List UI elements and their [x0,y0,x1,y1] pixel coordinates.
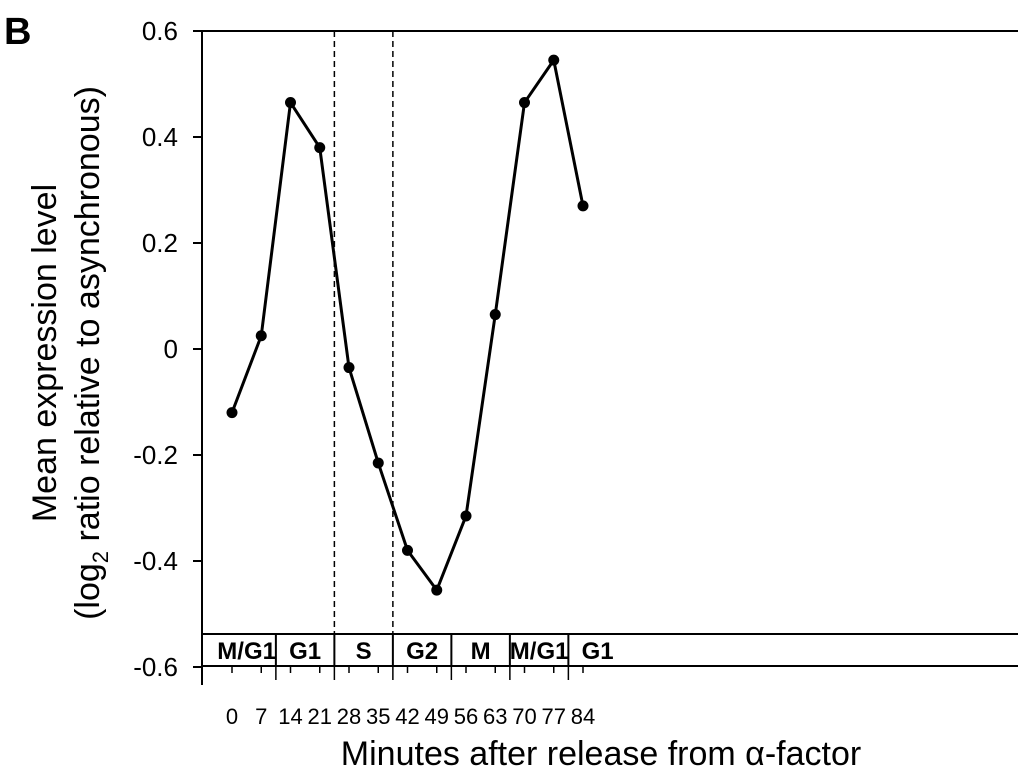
series-line [226,54,589,596]
x-tick-label: 70 [512,704,536,729]
y-tick-label: -0.4 [133,546,178,576]
y-axis: 0.6 0.4 0.2 0 -0.2 -0.4 -0.6 [133,16,202,682]
phase-label: G2 [406,638,438,665]
phase-label: M [471,638,491,665]
y-axis-label-text1: Mean expression level [26,184,64,522]
data-point [314,142,326,154]
y-axis-label-prefix: (log [69,563,107,620]
y-tick-label: -0.6 [133,652,178,682]
x-tick-label: 84 [571,704,595,729]
data-point [402,544,413,556]
phase-bar: M/G1 G1 S G2 M M/G1 G1 [202,633,1018,667]
x-tick-label: 35 [366,704,390,729]
x-tick-label: 28 [337,704,361,729]
x-tick-label: 21 [308,704,332,729]
y-axis-label-suffix: ratio relative to asynchronous) [69,86,107,551]
data-point [460,510,472,522]
y-tick-label: 0 [164,334,178,364]
y-tick-label: 0.6 [142,16,178,46]
x-tick-label: 63 [483,704,507,729]
x-tick-label: 7 [255,704,267,729]
data-point [343,362,355,374]
data-point [548,54,560,66]
x-tick-label: 49 [425,704,449,729]
data-point [285,97,296,109]
x-tick-label: 77 [542,704,566,729]
phase-label: G1 [582,638,614,665]
plot-frame [201,30,1018,685]
x-tick-label: 56 [454,704,478,729]
y-tick-label: 0.4 [142,122,178,152]
x-axis-label: Minutes after release from α-factor [341,735,861,773]
data-point [372,457,384,469]
x-axis: 0 7 14 21 28 35 42 49 56 63 70 77 84 [226,666,595,729]
panel-label: B [4,11,31,53]
data-point [489,309,501,321]
data-point [431,584,443,596]
series-polyline [230,58,585,592]
x-tick-label: 14 [278,704,302,729]
phase-label: M/G1 [217,638,276,665]
y-tick-label: -0.2 [133,440,178,470]
y-axis-label-line2: (log2 ratio relative to asynchronous) [69,86,113,620]
y-axis-label-text2: (log2 ratio relative to asynchronous) [69,86,113,620]
data-point [577,200,589,212]
phase-label: M/G1 [510,638,569,665]
y-axis-label-subscript: 2 [88,551,113,563]
phase-boundaries [333,31,394,634]
x-tick-label: 42 [395,704,419,729]
y-axis-label-line1: Mean expression level [26,184,64,522]
data-point [226,407,238,419]
phase-label: G1 [289,638,321,665]
data-point [255,330,267,342]
y-tick-label: 0.2 [142,228,178,258]
data-point [519,97,530,109]
phase-label: S [356,638,372,665]
x-tick-label: 0 [226,704,238,729]
